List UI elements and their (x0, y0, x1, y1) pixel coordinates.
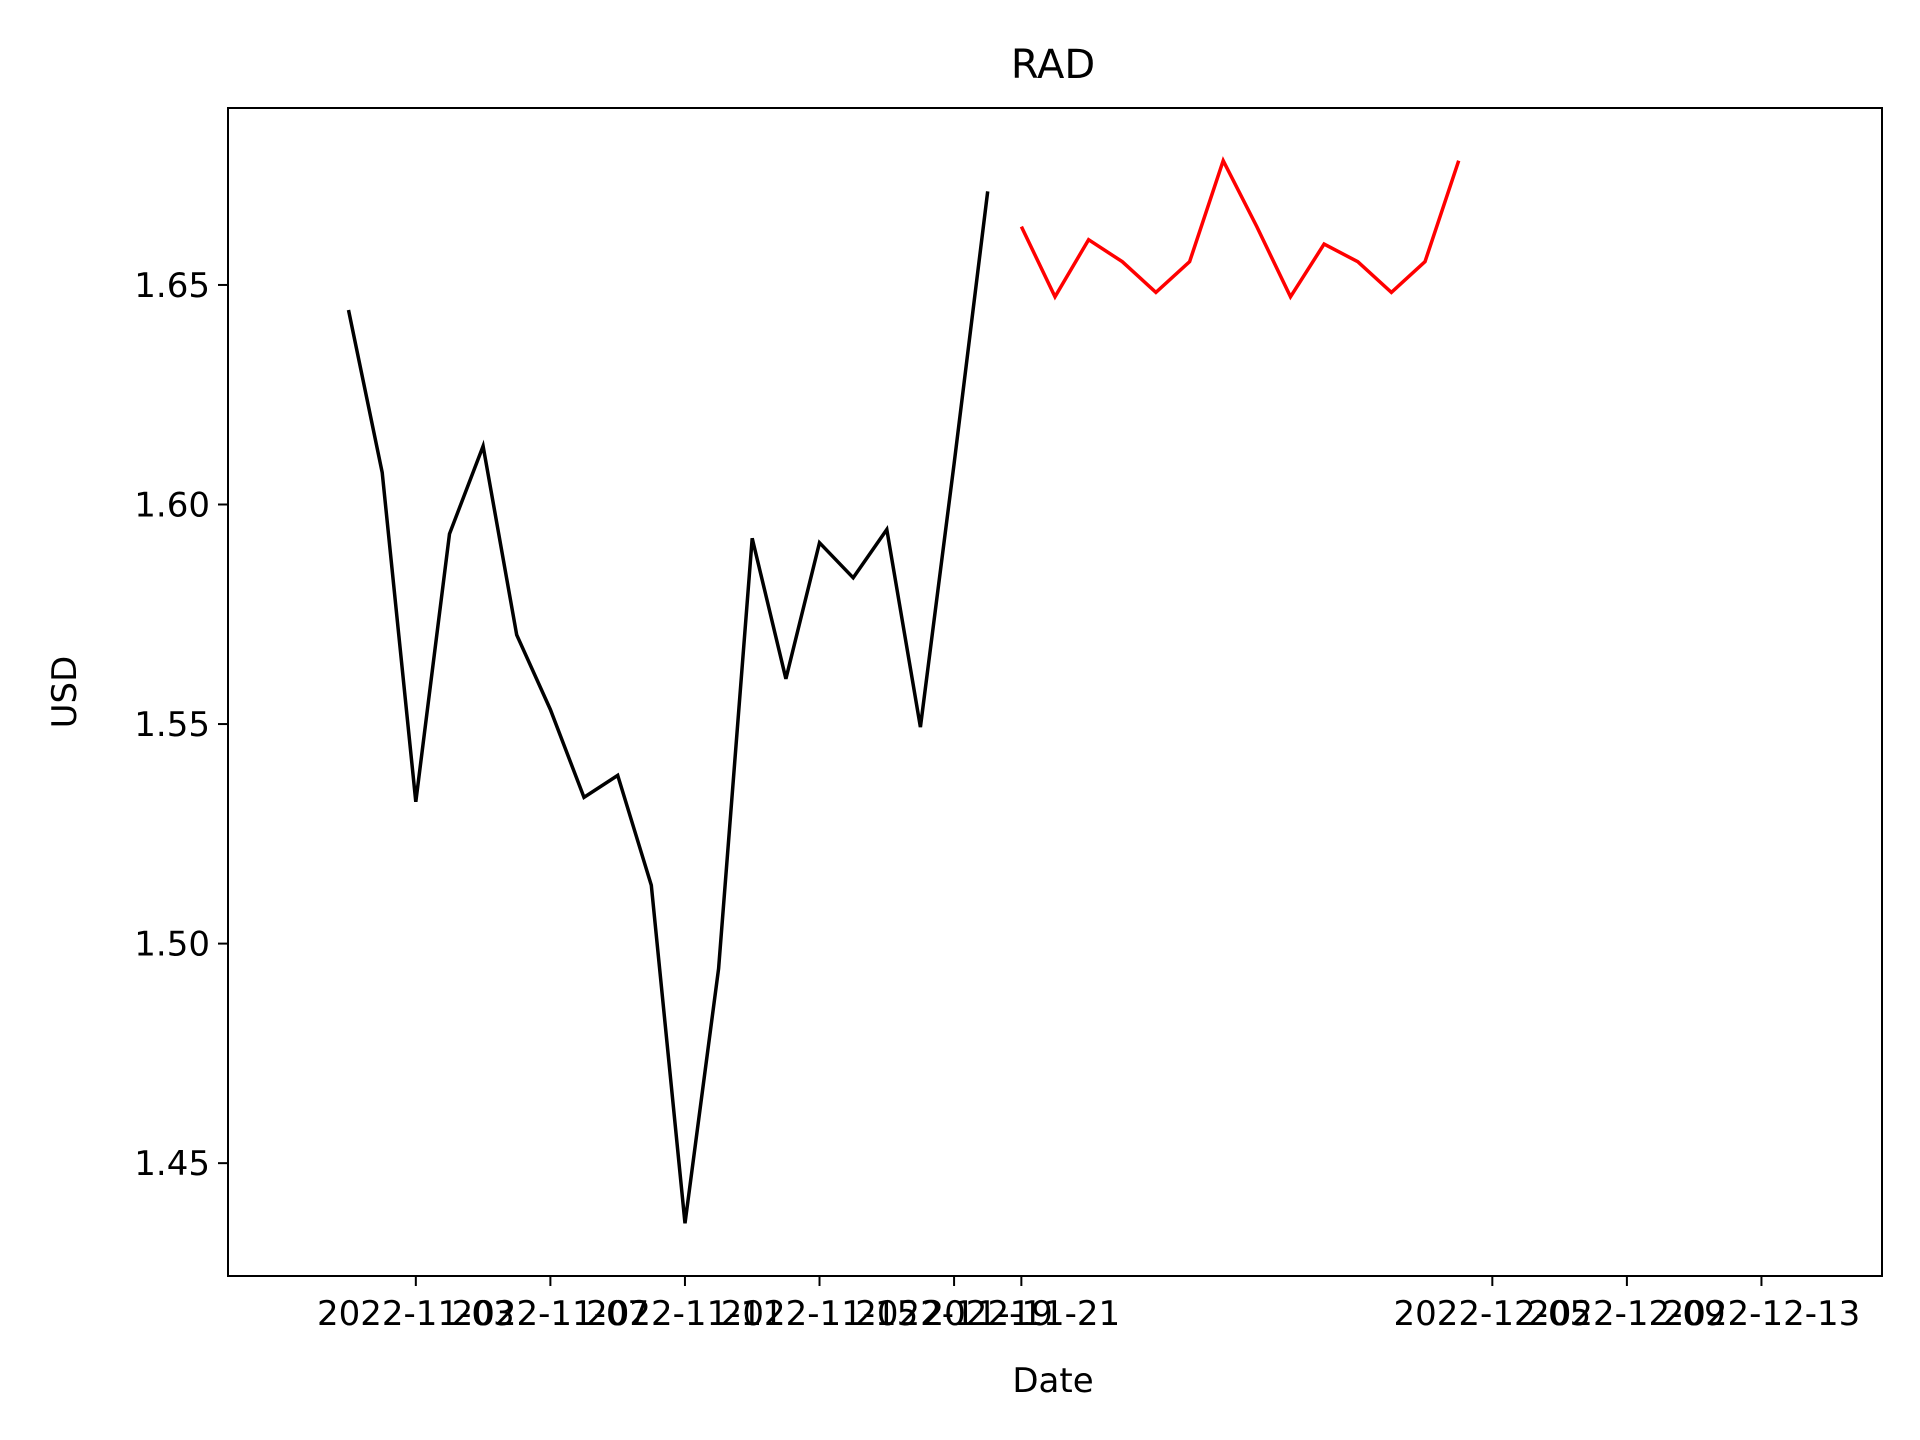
x-tick-label: 2022-11-11 (586, 1294, 784, 1334)
x-tick-label: 2022-12-13 (1663, 1294, 1861, 1334)
series-line-1 (346, 191, 990, 1224)
plot-frame (227, 107, 1883, 1277)
y-axis: 1.45 1.50 1.55 1.60 1.65 (134, 266, 228, 1184)
y-tick-label: 1.45 (134, 1144, 210, 1184)
x-tick-label: 2022-11-21 (923, 1294, 1121, 1334)
y-tick-label: 1.60 (134, 486, 210, 526)
x-tick-label: 2022-12-09 (1528, 1294, 1726, 1334)
x-tick-label: 2022-11-07 (452, 1294, 650, 1334)
chart-title: RAD (1011, 42, 1095, 88)
plot-lines (346, 156, 1461, 1224)
series-line-2 (1019, 156, 1461, 301)
x-tick-label: 2022-11-03 (317, 1294, 515, 1334)
y-tick-label: 1.50 (134, 925, 210, 965)
y-tick-label: 1.55 (134, 705, 210, 745)
y-axis-title: USD (45, 656, 85, 729)
x-tick-label: 2022-11-19 (855, 1294, 1053, 1334)
y-tick-label: 1.65 (134, 266, 210, 306)
x-tick-label: 2022-11-15 (721, 1294, 919, 1334)
x-axis: 2022-11-032022-11-072022-11-112022-11-15… (317, 1276, 1860, 1334)
x-axis-title: Date (1012, 1361, 1093, 1401)
x-tick-label: 2022-12-05 (1394, 1294, 1592, 1334)
